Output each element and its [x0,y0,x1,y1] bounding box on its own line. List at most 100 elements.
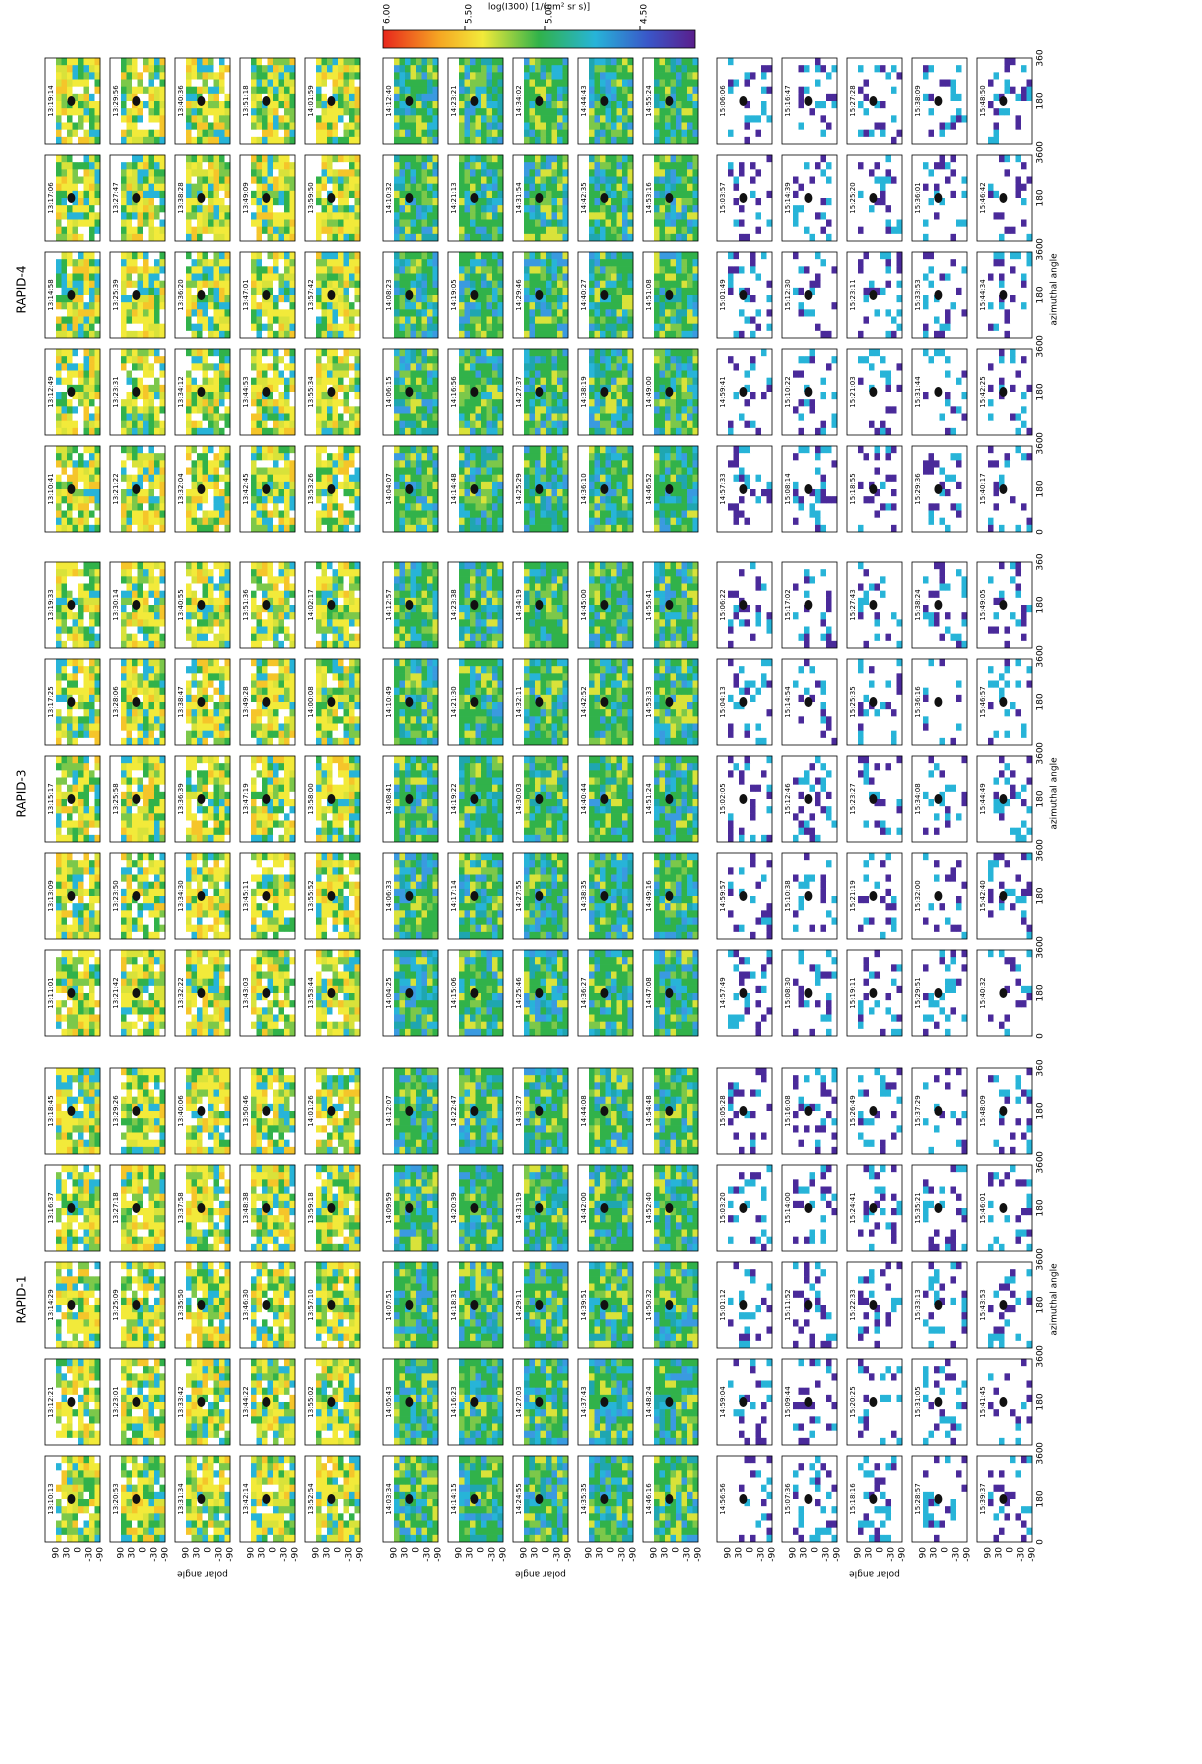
label-strip [110,1165,121,1251]
heatmap-cell [121,1513,127,1521]
heatmap-cell [676,1125,682,1133]
heatmap-cell [289,1207,296,1216]
heatmap-cell [321,1243,328,1251]
heatmap-cell [159,1117,166,1126]
heatmap-cell [267,1470,274,1478]
heatmap-cell [284,1229,290,1237]
heatmap-cell [186,1236,192,1244]
heatmap-cell [159,1333,166,1341]
heatmap-cell [213,1470,220,1478]
heatmap-cell [524,1117,530,1126]
heatmap-cell [627,1408,634,1417]
heatmap-cell [410,1340,417,1348]
heatmap-cell [659,1358,666,1367]
heatmap-cell [427,1394,433,1402]
heatmap-cell [524,1527,530,1535]
panel-frame [44,1261,101,1349]
heatmap-cell [132,1268,138,1277]
heatmap-cell [524,1423,530,1431]
heatmap-cell [251,1186,257,1194]
heatmap-cell [262,1179,268,1187]
heatmap-cell [492,1082,498,1090]
heatmap-cell [405,1505,411,1514]
heatmap-cell [627,1164,634,1173]
heatmap-cell [332,1527,339,1535]
heatmap-cell [627,1276,634,1284]
heatmap-cell [676,1326,682,1334]
heatmap-cell [213,1229,220,1237]
heatmap-cell [654,1380,660,1388]
heatmap-cell [327,1082,333,1090]
heatmap-cell [262,1311,268,1320]
heatmap-cell [594,1243,601,1251]
particle-marker [67,1397,76,1407]
heatmap-cell [540,1261,547,1270]
heatmap-cell [464,1408,471,1417]
heatmap-cell [83,1527,90,1535]
heatmap-cell [410,1117,417,1126]
heatmap-cell [343,1096,350,1104]
heatmap-cell [208,1394,214,1402]
heatmap-cell [557,1110,563,1119]
heatmap-cell [654,1387,660,1395]
heatmap-cell [654,1408,660,1417]
heatmap-cell [659,1340,666,1348]
heatmap-cell [692,1207,699,1216]
heatmap-cell [654,1423,660,1431]
heatmap-cell [562,1276,569,1284]
heatmap-cell [557,1437,563,1445]
heatmap-cell [159,1276,166,1284]
heatmap-cell [94,1200,101,1208]
heatmap-cell [432,1200,439,1208]
heatmap-cell [78,1333,84,1341]
heatmap-cell [121,1484,127,1492]
heatmap-cell [267,1236,274,1244]
heatmap-cell [89,1193,95,1201]
heatmap-cell [338,1365,344,1374]
heatmap-cell [654,1125,660,1133]
heatmap-cell [670,1430,677,1438]
heatmap-cell [432,1423,439,1431]
heatmap-cell [332,1333,339,1341]
heatmap-cell [497,1096,504,1104]
heatmap-cell [605,1236,612,1244]
heatmap-cell [562,1373,569,1381]
heatmap-cell [394,1484,400,1492]
heatmap-cell [208,1089,214,1097]
heatmap-cell [432,1408,439,1417]
heatmap-cell [529,1527,536,1535]
heatmap-cell [284,1214,290,1223]
heatmap-cell [459,1470,465,1478]
heatmap-cell [600,1125,606,1133]
heatmap-cell [132,1416,138,1424]
heatmap-cell [284,1408,290,1417]
heatmap-cell [405,1527,411,1535]
heatmap-cell [464,1373,471,1381]
heatmap-cell [61,1139,68,1147]
heatmap-cell [316,1387,322,1395]
heatmap-cell [687,1423,693,1431]
heatmap-cell [343,1470,350,1478]
heatmap-cell [197,1416,203,1424]
heatmap-cell [551,1491,558,1499]
heatmap-cell [94,1139,101,1147]
heatmap-cell [61,1477,68,1485]
heatmap-cell [497,1229,504,1237]
heatmap-cell [224,1132,231,1140]
heatmap-cell [61,1380,68,1388]
heatmap-cell [546,1326,552,1334]
heatmap-cell [213,1401,220,1410]
panel-frame [512,1164,569,1252]
heatmap-cell [421,1513,428,1521]
heatmap-cell [278,1416,285,1424]
heatmap-cell [464,1498,471,1507]
heatmap-cell [399,1283,406,1291]
heatmap-cell [492,1408,498,1417]
heatmap-cell [159,1430,166,1438]
heatmap-cell [616,1365,623,1374]
heatmap-cell [529,1416,536,1424]
heatmap-cell [289,1082,296,1090]
heatmap-cell [622,1505,628,1514]
heatmap-cell [89,1333,95,1341]
heatmap-cell [687,1276,693,1284]
